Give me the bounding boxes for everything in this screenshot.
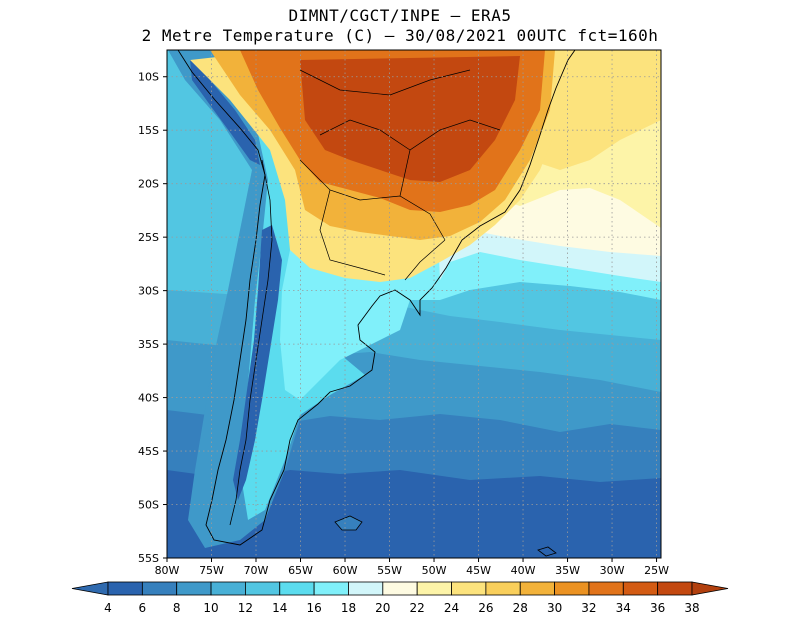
colorbar-label: 34 — [616, 601, 631, 615]
colorbar-label: 18 — [341, 601, 356, 615]
colorbar-label: 14 — [272, 601, 287, 615]
temperature-field — [167, 50, 661, 558]
colorbar-label: 30 — [547, 601, 562, 615]
colorbar-swatch — [554, 581, 590, 596]
lon-label: 70W — [244, 564, 269, 577]
lon-label: 55W — [377, 564, 402, 577]
colorbar-label: 32 — [581, 601, 596, 615]
border-andes — [229, 159, 273, 526]
colorbar-swatch — [416, 581, 452, 596]
lat-label: 15S — [138, 124, 159, 137]
map-frame — [166, 49, 662, 559]
colorbar-swatch — [176, 581, 212, 596]
lat-label: 45S — [138, 445, 159, 458]
colorbar-label: 16 — [306, 601, 321, 615]
lon-label: 45W — [466, 564, 491, 577]
colorbar-label: 20 — [375, 601, 390, 615]
lon-label: 40W — [511, 564, 536, 577]
colorbar-swatch — [588, 581, 624, 596]
title-line-1: DIMNT/CGCT/INPE – ERA5 — [288, 6, 512, 25]
colorbar-swatch — [141, 581, 178, 596]
colorbar-swatch — [519, 581, 555, 596]
lon-label: 75W — [199, 564, 224, 577]
lat-label: 10S — [138, 71, 159, 84]
colorbar-label: 38 — [684, 601, 699, 615]
colorbar-swatch — [622, 581, 659, 596]
lat-label: 55S — [138, 552, 159, 565]
border-inland — [299, 69, 501, 281]
colorbar-swatch — [485, 581, 521, 596]
lat-label: 30S — [138, 285, 159, 298]
lat-label: 50S — [138, 499, 159, 512]
lat-label: 20S — [138, 178, 159, 191]
colorbar-label: 36 — [650, 601, 665, 615]
coastline-pacific — [177, 50, 576, 546]
colorbar-swatch — [657, 581, 693, 596]
colorbar-swatch — [210, 581, 246, 596]
lon-label: 65W — [288, 564, 313, 577]
colorbar-swatch — [245, 581, 281, 596]
region-land-hot-2 — [300, 56, 520, 182]
colorbar-label: 22 — [410, 601, 425, 615]
colorbar: 4 6 8 10 12 14 16 18 20 22 24 26 28 30 32 34 36 38 — [71, 581, 729, 615]
colorbar-swatch — [107, 581, 143, 596]
colorbar-label: 28 — [513, 601, 528, 615]
lon-label: 50W — [422, 564, 447, 577]
title-line-2: 2 Metre Temperature (C) – 30/08/2021 00U… — [141, 26, 659, 45]
colorbar-arrow-low — [71, 581, 109, 596]
colorbar-label: 4 — [104, 601, 112, 615]
colorbar-label: 6 — [139, 601, 147, 615]
lat-label: 25S — [138, 231, 159, 244]
colorbar-label: 10 — [203, 601, 218, 615]
lon-label: 30W — [600, 564, 625, 577]
colorbar-swatch — [382, 581, 418, 596]
lon-label: 25W — [644, 564, 669, 577]
colorbar-label: 12 — [238, 601, 253, 615]
lon-label: 80W — [155, 564, 180, 577]
colorbar-swatch — [279, 581, 315, 596]
coastline-malvinas — [334, 515, 363, 531]
lat-label: 40S — [138, 392, 159, 405]
colorbar-swatch — [451, 581, 487, 596]
lon-label: 35W — [555, 564, 580, 577]
lat-lon-grid — [167, 50, 661, 558]
lon-label: 60W — [333, 564, 358, 577]
colorbar-swatch — [313, 581, 349, 596]
lat-label: 35S — [138, 338, 159, 351]
colorbar-swatch — [348, 581, 384, 596]
region-andes-cold-north — [190, 60, 260, 165]
colorbar-arrow-high — [691, 581, 729, 596]
coastline-georgia — [537, 546, 557, 557]
colorbar-label: 26 — [478, 601, 493, 615]
colorbar-label: 8 — [173, 601, 181, 615]
colorbar-label: 24 — [444, 601, 459, 615]
region-andes-cold — [233, 225, 282, 500]
